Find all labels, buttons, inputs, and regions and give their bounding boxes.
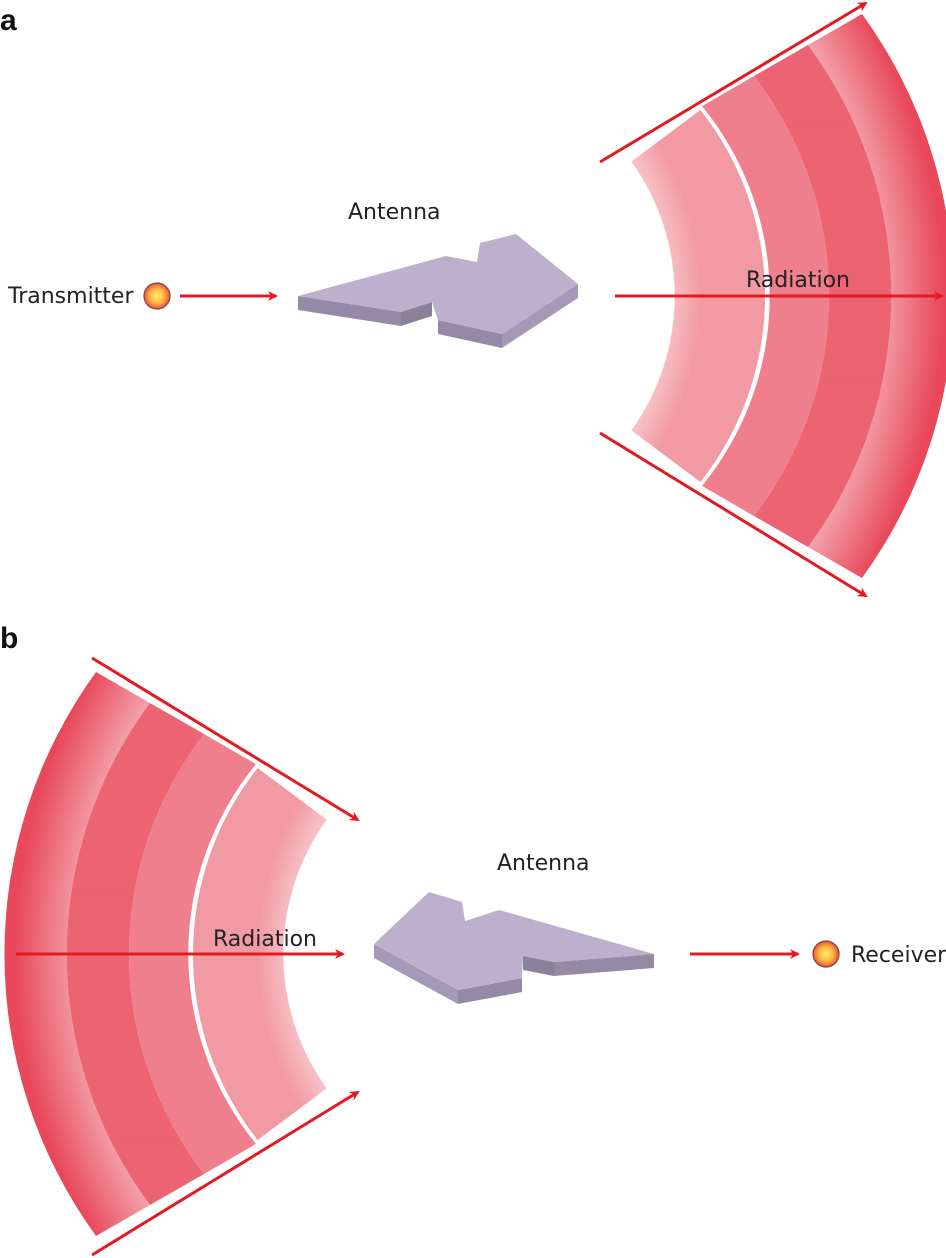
- antenna-a-side-notch: [401, 302, 432, 326]
- panel-letter-b: b: [0, 622, 18, 655]
- antenna-b: [374, 892, 654, 1004]
- transmitter-dot: [143, 282, 171, 310]
- radiation-label-b: Radiation: [213, 927, 317, 952]
- antenna-b-side-notch: [523, 956, 554, 976]
- wave-band-a-4: [808, 14, 946, 578]
- antenna-b-side-left: [554, 954, 654, 976]
- antenna-label-b: Antenna: [497, 851, 590, 876]
- wave-band-a-2: [702, 76, 830, 516]
- wave-band-a-3: [754, 45, 892, 547]
- arrow-radiation-lower-a: [599, 431, 868, 598]
- antenna-b-side-front: [458, 978, 522, 1004]
- transmitter-label: Transmitter: [7, 284, 134, 309]
- antenna-a-side-front: [438, 320, 502, 348]
- antenna-label-a: Antenna: [348, 200, 441, 225]
- arrow-radiation-lower-b: [91, 1090, 360, 1257]
- wave-band-b-3: [66, 703, 204, 1205]
- antenna-b-side-right: [374, 944, 458, 1004]
- antenna-a-top: [298, 234, 578, 334]
- antenna-a: [298, 234, 578, 348]
- arrow-radiation-upper-b: [91, 656, 360, 822]
- receiver-label: Receiver: [851, 943, 946, 968]
- panel-letter-a: a: [0, 4, 17, 37]
- panel-a: a Antenna Transmitter Radiation: [0, 1, 946, 598]
- wave-band-b-4: [4, 672, 150, 1236]
- arrow-radiation-upper-a: [599, 1, 868, 164]
- radiation-label-a: Radiation: [746, 268, 850, 293]
- wave-band-b-2: [128, 734, 256, 1174]
- receiver-dot: [812, 940, 840, 968]
- antenna-a-side-left: [298, 296, 401, 326]
- panel-b: b Antenna Radiation Re: [0, 622, 946, 1257]
- antenna-b-top: [374, 892, 654, 990]
- antenna-a-side-right: [502, 284, 578, 348]
